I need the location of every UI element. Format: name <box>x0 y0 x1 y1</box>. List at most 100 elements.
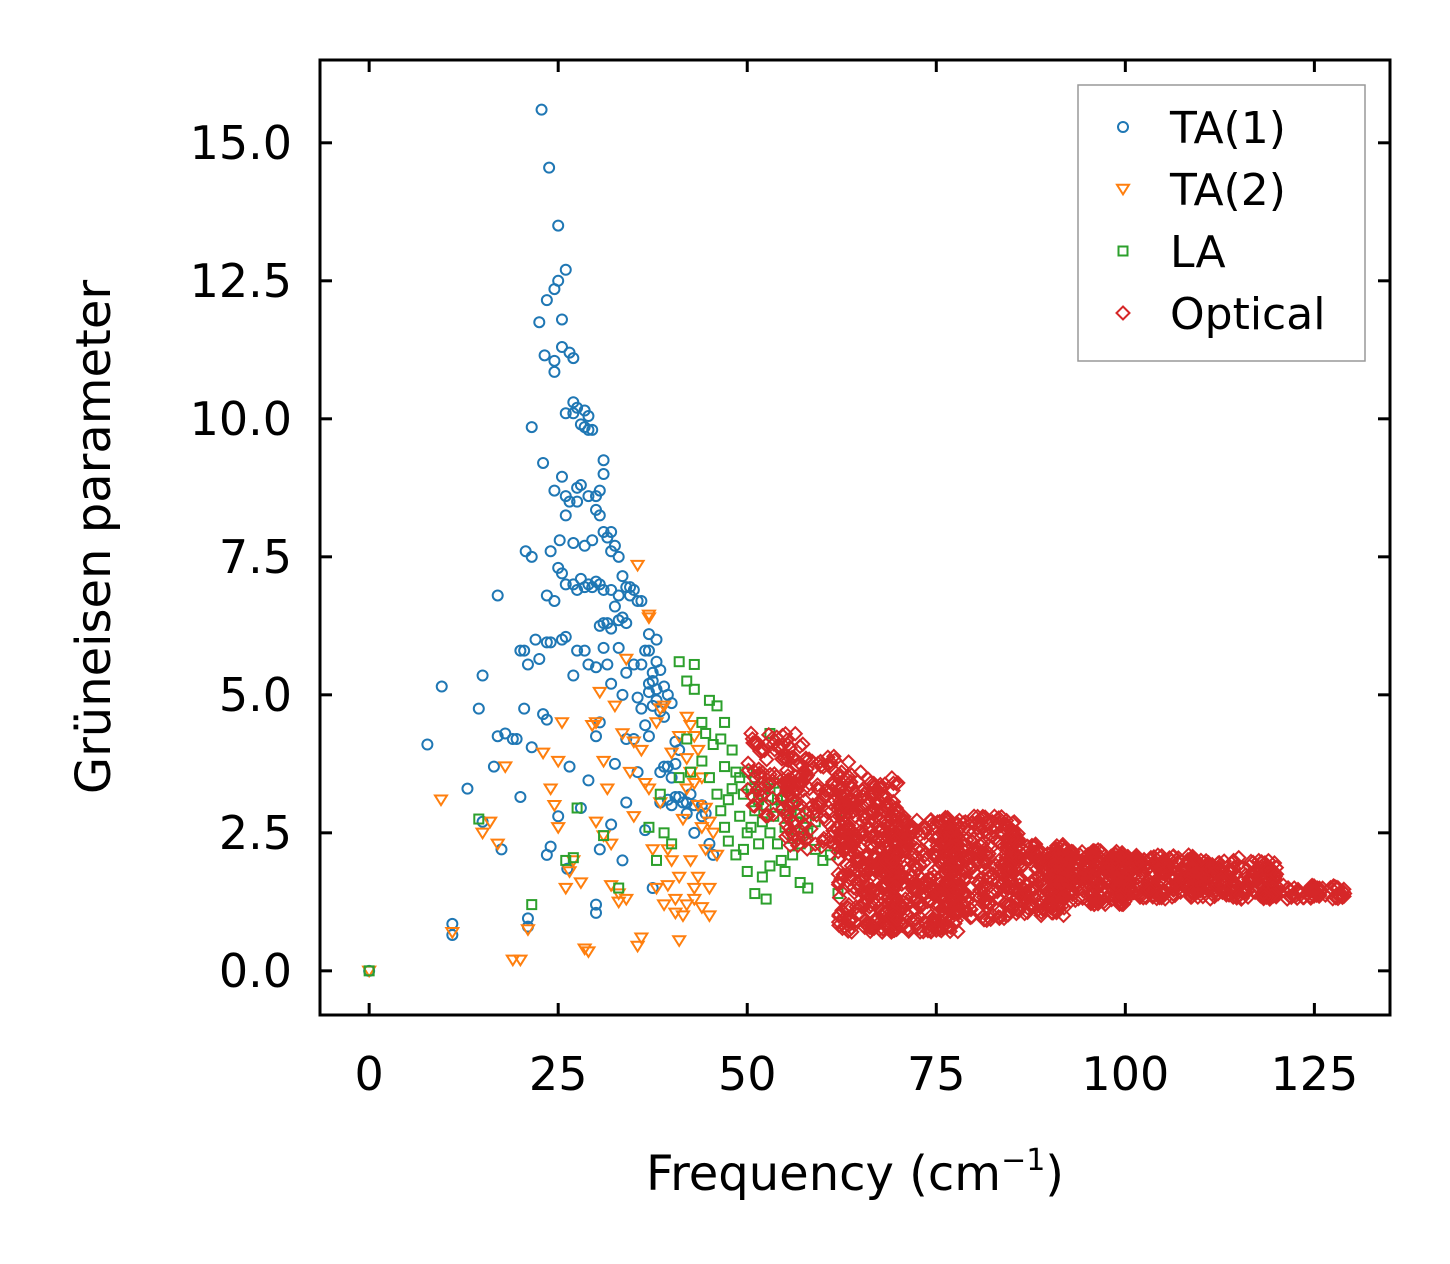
point-optical <box>795 782 812 799</box>
legend-label: LA <box>1170 227 1226 278</box>
point-optical <box>876 887 893 904</box>
point-la <box>473 813 485 825</box>
point-ta-1- <box>669 757 682 770</box>
point-ta-2- <box>520 924 536 937</box>
point-la <box>526 899 538 911</box>
point-optical <box>1082 895 1099 912</box>
point-optical <box>978 912 995 929</box>
point-ta-2- <box>697 802 714 816</box>
point-optical <box>946 845 963 862</box>
point-optical <box>915 923 932 940</box>
point-ta-1- <box>487 760 500 773</box>
series-optical <box>739 725 1353 941</box>
point-optical <box>778 762 795 779</box>
point-ta-1- <box>661 760 674 773</box>
point-ta-1- <box>544 636 557 649</box>
point-optical <box>760 777 777 794</box>
point-ta-1- <box>642 628 655 641</box>
point-ta-1- <box>673 744 686 757</box>
point-optical <box>986 808 1003 825</box>
point-ta-1- <box>555 313 568 326</box>
point-optical <box>774 727 791 744</box>
point-la <box>726 744 738 756</box>
point-optical <box>863 836 880 853</box>
point-optical <box>1187 871 1204 888</box>
point-la <box>688 658 700 670</box>
point-optical <box>1110 871 1127 888</box>
point-ta-2- <box>648 882 665 896</box>
y-tick-label: 10.0 <box>190 392 292 446</box>
point-optical <box>832 806 849 823</box>
point-optical <box>746 798 763 814</box>
point-optical <box>888 808 904 825</box>
point-optical <box>865 775 882 792</box>
point-ta-1- <box>559 407 572 420</box>
point-ta-2- <box>505 954 521 968</box>
point-la <box>760 893 772 905</box>
point-ta-1- <box>665 771 678 784</box>
point-ta-1- <box>582 410 595 423</box>
point-ta-1- <box>593 484 606 497</box>
point-optical <box>1054 875 1071 892</box>
point-optical <box>1027 889 1043 906</box>
point-optical <box>1001 857 1018 874</box>
point-optical <box>775 737 791 753</box>
point-ta-2- <box>686 893 703 907</box>
point-ta-1- <box>646 666 659 679</box>
point-optical <box>1125 884 1142 901</box>
point-ta-1- <box>540 713 553 726</box>
point-la <box>363 965 375 977</box>
point-la <box>779 865 791 877</box>
point-optical <box>833 824 850 841</box>
point-optical <box>885 826 902 843</box>
point-optical <box>878 823 895 839</box>
point-optical <box>977 878 994 895</box>
point-optical <box>958 832 975 849</box>
point-optical <box>845 879 862 896</box>
point-optical <box>801 751 818 768</box>
point-ta-2- <box>482 816 498 830</box>
point-ta-1- <box>563 760 576 773</box>
point-optical <box>950 901 967 918</box>
point-optical <box>854 782 871 799</box>
x-axis-label: Frequency (cm−1) <box>646 1143 1064 1202</box>
point-ta-1- <box>529 633 542 646</box>
point-optical <box>895 909 911 926</box>
x-tick-label: 50 <box>718 1047 777 1101</box>
point-ta-1- <box>555 567 568 580</box>
point-la <box>749 888 761 900</box>
point-optical <box>896 813 912 830</box>
point-ta-1- <box>616 570 629 583</box>
point-optical <box>849 844 866 860</box>
point-ta-2- <box>554 717 570 730</box>
point-ta-1- <box>658 760 671 773</box>
point-ta-2- <box>663 855 680 868</box>
point-ta-2- <box>561 866 578 879</box>
point-ta-1- <box>590 906 603 919</box>
point-la <box>673 772 685 784</box>
point-optical <box>894 866 911 883</box>
point-optical <box>1183 857 1200 874</box>
point-ta-2- <box>633 932 650 946</box>
point-ta-2- <box>678 711 695 725</box>
x-tick-label: 75 <box>907 1047 966 1101</box>
point-optical <box>890 896 907 913</box>
point-ta-1- <box>582 658 595 671</box>
point-ta-1- <box>608 600 621 613</box>
point-optical <box>770 739 787 756</box>
point-ta-2- <box>641 783 657 796</box>
point-ta-2- <box>629 559 646 573</box>
point-ta-2- <box>663 747 680 761</box>
point-ta-1- <box>421 738 434 751</box>
point-optical <box>848 898 865 915</box>
point-optical <box>857 826 874 843</box>
point-optical <box>940 912 957 929</box>
point-optical <box>951 812 968 829</box>
point-la <box>756 871 768 883</box>
point-optical <box>809 780 826 797</box>
point-optical <box>1130 869 1147 886</box>
point-ta-1- <box>642 686 655 699</box>
point-ta-1- <box>544 840 557 853</box>
point-optical <box>1306 882 1323 899</box>
point-optical <box>768 768 785 785</box>
